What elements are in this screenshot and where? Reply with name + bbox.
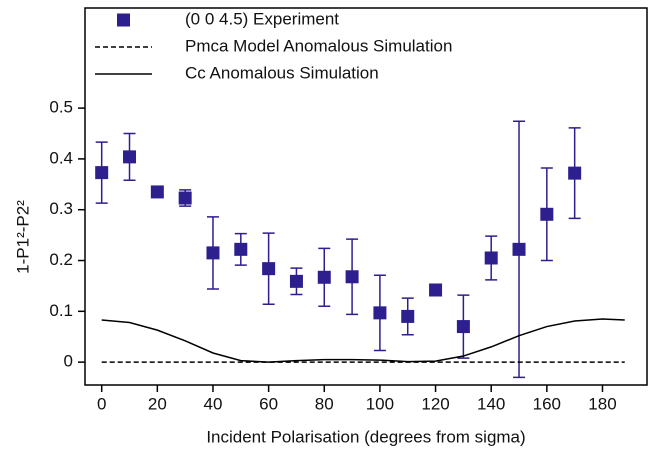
x-tick-label: 180: [588, 394, 616, 413]
x-tick-label: 0: [97, 394, 106, 413]
data-point: [234, 242, 248, 256]
x-tick-label: 20: [148, 394, 167, 413]
x-tick-label: 120: [421, 394, 449, 413]
data-point: [95, 166, 109, 180]
data-point: [150, 185, 164, 199]
data-point: [123, 150, 137, 164]
data-point: [262, 262, 276, 276]
data-point: [178, 191, 192, 205]
x-tick-label: 100: [366, 394, 394, 413]
y-tick-label: 0.3: [49, 199, 73, 218]
legend-label: (0 0 4.5) Experiment: [185, 9, 339, 28]
x-tick-label: 40: [204, 394, 223, 413]
y-tick-label: 0: [64, 352, 73, 371]
data-point: [345, 270, 359, 284]
data-point: [512, 242, 526, 256]
y-tick-label: 0.4: [49, 148, 73, 167]
x-tick-label: 60: [259, 394, 278, 413]
legend-label: Cc Anomalous Simulation: [185, 63, 379, 82]
x-tick-label: 160: [533, 394, 561, 413]
data-point: [568, 166, 582, 180]
data-point: [429, 283, 443, 297]
y-axis-label: 1-P1²-P2²: [13, 200, 32, 274]
x-tick-label: 80: [315, 394, 334, 413]
y-tick-label: 0.2: [49, 250, 73, 269]
data-point: [206, 246, 220, 260]
data-point: [401, 309, 415, 323]
data-point: [373, 306, 387, 320]
y-tick-label: 0.5: [49, 98, 73, 117]
x-tick-label: 140: [477, 394, 505, 413]
data-point: [540, 207, 554, 221]
plot-frame: [84, 7, 648, 386]
legend-marker: [117, 13, 130, 27]
y-tick-label: 0.1: [49, 301, 73, 320]
x-axis-label: Incident Polarisation (degrees from sigm…: [206, 427, 525, 446]
data-point: [456, 320, 470, 334]
legend-label: Pmca Model Anomalous Simulation: [185, 36, 452, 55]
data-point: [317, 270, 331, 284]
series-line: [101, 318, 625, 363]
data-point: [484, 251, 498, 265]
data-point: [289, 274, 303, 288]
